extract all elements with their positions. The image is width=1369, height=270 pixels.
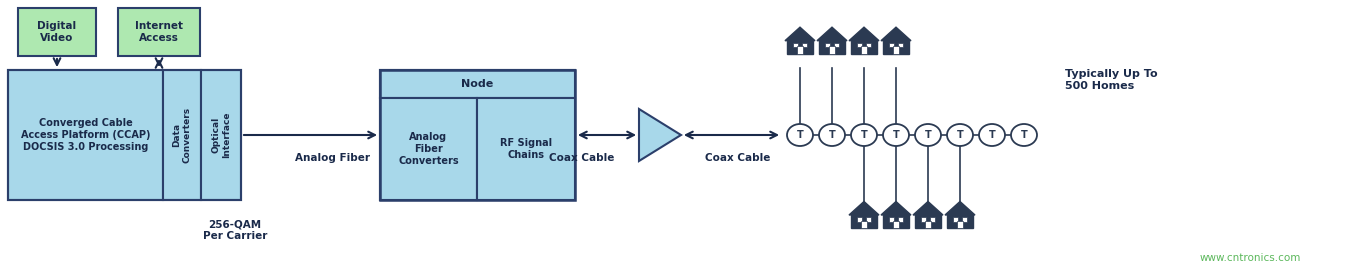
Bar: [883, 215, 909, 228]
Bar: [861, 221, 867, 228]
Bar: [201, 70, 241, 200]
Polygon shape: [849, 27, 879, 41]
Text: Analog Fiber: Analog Fiber: [296, 153, 371, 163]
Text: RF Signal
Chains: RF Signal Chains: [500, 138, 552, 160]
Text: Internet
Access: Internet Access: [136, 21, 183, 43]
Bar: [381, 70, 575, 200]
Bar: [888, 217, 894, 222]
Bar: [883, 41, 909, 54]
Bar: [476, 98, 575, 200]
Bar: [787, 41, 813, 54]
Text: Converged Cable
Access Platform (CCAP)
DOCSIS 3.0 Processing: Converged Cable Access Platform (CCAP) D…: [21, 119, 151, 151]
Ellipse shape: [914, 124, 941, 146]
Bar: [381, 98, 476, 200]
Polygon shape: [784, 27, 815, 41]
Text: Typically Up To
500 Homes: Typically Up To 500 Homes: [1065, 69, 1158, 91]
Text: T: T: [988, 130, 995, 140]
Bar: [793, 43, 798, 47]
Bar: [861, 46, 867, 54]
Ellipse shape: [979, 124, 1005, 146]
Text: Data
Converters: Data Converters: [172, 107, 192, 163]
Bar: [867, 217, 871, 222]
Text: T: T: [957, 130, 964, 140]
Polygon shape: [849, 201, 879, 215]
Bar: [381, 70, 575, 200]
Bar: [163, 70, 201, 200]
Bar: [852, 41, 878, 54]
Bar: [830, 46, 835, 54]
Polygon shape: [913, 201, 943, 215]
Polygon shape: [639, 109, 680, 161]
Bar: [381, 70, 575, 98]
Bar: [894, 221, 898, 228]
Bar: [898, 217, 904, 222]
Bar: [867, 43, 871, 47]
Bar: [925, 221, 931, 228]
Bar: [921, 217, 925, 222]
Bar: [894, 46, 898, 54]
Ellipse shape: [947, 124, 973, 146]
Bar: [8, 70, 241, 200]
Text: Node: Node: [461, 79, 494, 89]
Bar: [824, 43, 830, 47]
Polygon shape: [882, 27, 910, 41]
Bar: [857, 217, 862, 222]
Ellipse shape: [1010, 124, 1036, 146]
Bar: [819, 41, 845, 54]
Ellipse shape: [787, 124, 813, 146]
Text: T: T: [797, 130, 804, 140]
Text: T: T: [1021, 130, 1027, 140]
Bar: [857, 43, 862, 47]
Ellipse shape: [819, 124, 845, 146]
Polygon shape: [817, 27, 847, 41]
Bar: [8, 70, 163, 200]
Bar: [947, 215, 973, 228]
Text: www.cntronics.com: www.cntronics.com: [1199, 253, 1301, 263]
Text: Analog
Fiber
Converters: Analog Fiber Converters: [398, 132, 459, 166]
Bar: [953, 217, 958, 222]
Text: Coax Cable: Coax Cable: [705, 153, 771, 163]
Bar: [834, 43, 839, 47]
Bar: [914, 215, 941, 228]
Bar: [18, 8, 96, 56]
Bar: [852, 215, 878, 228]
Polygon shape: [945, 201, 975, 215]
Ellipse shape: [852, 124, 878, 146]
Bar: [962, 217, 968, 222]
Text: T: T: [828, 130, 835, 140]
Bar: [118, 8, 200, 56]
Text: T: T: [861, 130, 868, 140]
Text: T: T: [893, 130, 899, 140]
Ellipse shape: [883, 124, 909, 146]
Text: T: T: [924, 130, 931, 140]
Bar: [957, 221, 962, 228]
Bar: [898, 43, 904, 47]
Text: Optical
Interface: Optical Interface: [211, 112, 231, 158]
Text: Coax Cable: Coax Cable: [549, 153, 615, 163]
Bar: [930, 217, 935, 222]
Text: Digital
Video: Digital Video: [37, 21, 77, 43]
Bar: [797, 46, 802, 54]
Bar: [888, 43, 894, 47]
Text: 256-QAM
Per Carrier: 256-QAM Per Carrier: [203, 219, 267, 241]
Polygon shape: [882, 201, 910, 215]
Bar: [802, 43, 808, 47]
